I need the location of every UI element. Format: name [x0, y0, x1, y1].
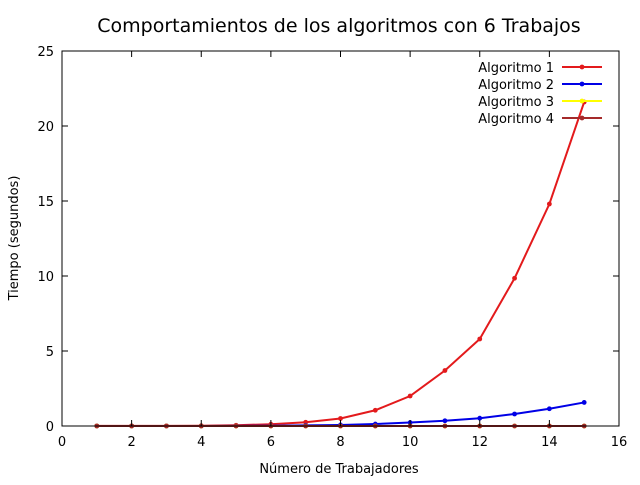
data-point [581, 400, 587, 405]
series-line [96, 101, 586, 427]
data-point [442, 368, 448, 373]
data-point [372, 407, 378, 413]
data-point [338, 416, 343, 421]
data-point [512, 275, 517, 281]
legend-marker [579, 98, 585, 104]
y-tick-label: 5 [46, 345, 54, 360]
x-tick-label: 10 [402, 435, 419, 450]
x-axis-label: Número de Trabajadores [259, 462, 419, 477]
tick-layer: 0 2 4 6 8 10 12 14 16 0 5 10 15 20 25 [37, 45, 627, 450]
data-point [407, 393, 413, 399]
y-tick-label: 10 [37, 270, 54, 285]
legend-label: Algoritmo 1 [478, 61, 554, 76]
data-point [546, 201, 552, 207]
x-tick-label: 14 [541, 435, 558, 450]
y-tick-label: 25 [37, 45, 54, 60]
y-tick-label: 20 [37, 120, 54, 135]
data-point [477, 336, 483, 342]
legend: Algoritmo 1 Algoritmo 2 Algoritmo 3 Algorit… [478, 61, 602, 127]
x-tick-label: 0 [58, 435, 66, 450]
x-tick-label: 8 [336, 435, 344, 450]
x-tick-label: 2 [127, 435, 135, 450]
legend-label: Algoritmo 3 [478, 95, 554, 110]
series-1 [94, 99, 587, 429]
data-point [442, 418, 448, 424]
legend-label: Algoritmo 2 [478, 78, 554, 93]
y-tick-label: 0 [46, 420, 54, 435]
legend-marker [579, 64, 585, 70]
chart-title: Comportamientos de los algoritmos con 6 … [97, 15, 580, 37]
legend-marker [579, 81, 585, 87]
data-point [477, 415, 483, 421]
legend-label: Algoritmo 4 [478, 112, 554, 127]
y-tick-label: 15 [37, 195, 54, 210]
x-tick-label: 6 [267, 435, 275, 450]
y-axis-label: Tiempo (segundos) [7, 176, 22, 302]
data-point [512, 411, 517, 417]
data-point [546, 406, 552, 412]
legend-marker [579, 115, 585, 121]
x-tick-label: 4 [197, 435, 205, 450]
plot-layer [94, 99, 587, 429]
x-tick-label: 12 [471, 435, 488, 450]
x-tick-label: 16 [611, 435, 628, 450]
